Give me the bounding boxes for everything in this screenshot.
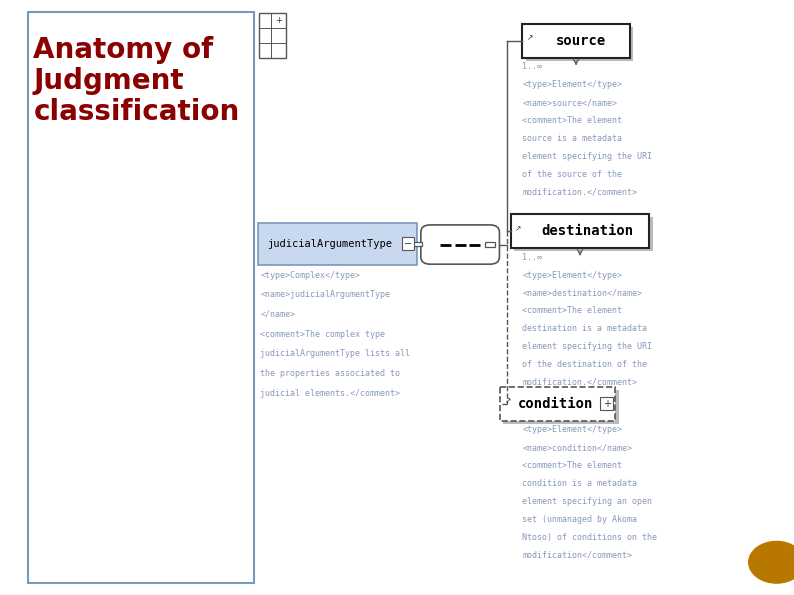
FancyBboxPatch shape xyxy=(259,13,286,58)
FancyBboxPatch shape xyxy=(503,390,619,424)
Text: <type>Complex</type>: <type>Complex</type> xyxy=(260,271,360,280)
Text: of the destination of the: of the destination of the xyxy=(522,360,647,369)
Text: <comment>The element: <comment>The element xyxy=(522,306,622,315)
Text: ↗: ↗ xyxy=(515,224,522,233)
Text: <comment>The complex type: <comment>The complex type xyxy=(260,330,385,339)
Text: destination: destination xyxy=(541,224,633,238)
Text: <type>Element</type>: <type>Element</type> xyxy=(522,80,622,89)
Text: condition is a metadata: condition is a metadata xyxy=(522,479,638,488)
Text: 1..∞: 1..∞ xyxy=(522,253,542,262)
FancyBboxPatch shape xyxy=(28,12,254,583)
Text: <type>Element</type>: <type>Element</type> xyxy=(522,271,622,280)
Text: source is a metadata: source is a metadata xyxy=(522,134,622,143)
FancyBboxPatch shape xyxy=(402,237,414,250)
Text: element specifying the URI: element specifying the URI xyxy=(522,152,653,161)
Text: modification.</comment>: modification.</comment> xyxy=(522,187,638,196)
Text: </name>: </name> xyxy=(260,310,295,319)
FancyBboxPatch shape xyxy=(514,217,653,251)
Text: judicialArgumentType lists all: judicialArgumentType lists all xyxy=(260,349,410,358)
FancyBboxPatch shape xyxy=(412,242,422,246)
Text: judicialArgumentType: judicialArgumentType xyxy=(267,239,392,249)
Text: <comment>The element: <comment>The element xyxy=(522,461,622,470)
FancyBboxPatch shape xyxy=(511,214,649,248)
Text: element specifying an open: element specifying an open xyxy=(522,497,653,506)
Text: modification.</comment>: modification.</comment> xyxy=(522,378,638,387)
Text: ↗: ↗ xyxy=(505,396,511,406)
Text: <type>Element</type>: <type>Element</type> xyxy=(522,425,622,434)
Text: +: + xyxy=(603,399,611,409)
Text: element specifying the URI: element specifying the URI xyxy=(522,342,653,351)
Text: −: − xyxy=(404,239,412,249)
Text: <name>source</name>: <name>source</name> xyxy=(522,98,618,107)
Text: <comment>The element: <comment>The element xyxy=(522,116,622,125)
FancyBboxPatch shape xyxy=(600,397,613,411)
FancyBboxPatch shape xyxy=(522,24,630,58)
Text: destination is a metadata: destination is a metadata xyxy=(522,324,647,333)
FancyBboxPatch shape xyxy=(484,242,495,247)
Text: modification</comment>: modification</comment> xyxy=(522,550,633,559)
FancyBboxPatch shape xyxy=(526,27,633,61)
Text: Ntoso) of conditions on the: Ntoso) of conditions on the xyxy=(522,533,657,541)
Text: source: source xyxy=(557,34,607,48)
FancyBboxPatch shape xyxy=(258,223,417,265)
Text: <name>destination</name>: <name>destination</name> xyxy=(522,289,642,298)
Text: 1..∞: 1..∞ xyxy=(522,62,542,71)
Circle shape xyxy=(749,541,794,583)
Text: Anatomy of
Judgment
classification: Anatomy of Judgment classification xyxy=(33,36,240,126)
Text: judicial elements.</comment>: judicial elements.</comment> xyxy=(260,389,400,397)
Text: condition: condition xyxy=(518,397,593,411)
Text: +: + xyxy=(275,16,282,25)
Text: set (unmanaged by Akoma: set (unmanaged by Akoma xyxy=(522,515,638,524)
FancyBboxPatch shape xyxy=(421,225,499,264)
Text: <name>judicialArgumentType: <name>judicialArgumentType xyxy=(260,290,391,299)
FancyBboxPatch shape xyxy=(500,387,615,421)
Text: of the source of the: of the source of the xyxy=(522,170,622,178)
Text: <name>condition</name>: <name>condition</name> xyxy=(522,443,633,452)
Text: ↗: ↗ xyxy=(527,33,534,43)
Text: the properties associated to: the properties associated to xyxy=(260,369,400,378)
